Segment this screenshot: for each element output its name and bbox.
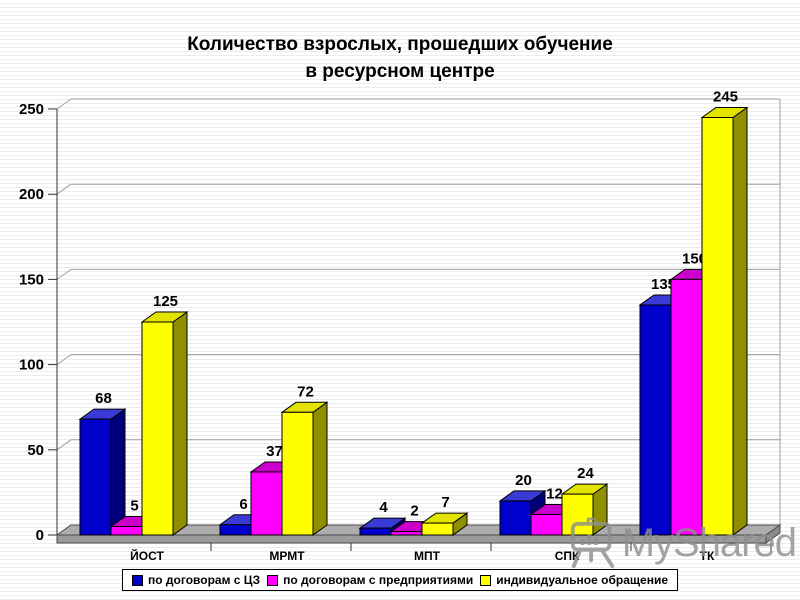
svg-text:150: 150 [682,250,707,267]
svg-text:37: 37 [266,443,283,460]
svg-text:МРМТ: МРМТ [269,549,305,563]
legend-label: индивидуальное обращение [496,573,668,587]
svg-text:20: 20 [515,472,532,489]
svg-text:50: 50 [27,442,44,459]
svg-text:7: 7 [441,494,449,511]
svg-text:4: 4 [379,499,388,516]
chart-title-line1: Количество взрослых, прошедших обучение [187,34,613,55]
legend-marker [480,574,492,586]
legend-item: индивидуальное обращение [480,573,668,587]
legend: по договорам с ЦЗ по договорам с предприя… [122,569,678,591]
chart-title: Количество взрослых, прошедших обучение … [0,32,800,85]
svg-text:100: 100 [19,357,44,374]
svg-text:135: 135 [651,276,676,293]
svg-text:250: 250 [19,101,44,118]
svg-text:150: 150 [19,271,44,288]
svg-text:0: 0 [36,527,44,544]
chart-title-line2: в ресурсном центре [305,60,495,82]
svg-text:12: 12 [546,486,563,503]
legend-label: по договорам с ЦЗ [148,573,261,587]
svg-text:200: 200 [19,186,44,203]
svg-text:МПТ: МПТ [414,549,441,563]
svg-text:2: 2 [410,503,418,520]
svg-text:6: 6 [239,496,247,513]
svg-text:72: 72 [297,383,314,400]
svg-text:ТК: ТК [700,549,715,563]
legend-item: по договорам с ЦЗ [132,573,260,587]
legend-item: по договорам с предприятиями [267,573,473,587]
svg-text:ЙОСТ: ЙОСТ [130,548,164,563]
svg-text:245: 245 [713,89,738,106]
legend-marker [132,574,143,586]
legend-marker [267,574,279,586]
svg-text:125: 125 [153,293,178,310]
svg-text:СПК: СПК [555,549,580,563]
svg-text:24: 24 [577,465,594,482]
legend-label: по договорам с предприятиями [283,573,474,587]
svg-text:5: 5 [130,497,138,514]
svg-text:68: 68 [95,390,112,407]
